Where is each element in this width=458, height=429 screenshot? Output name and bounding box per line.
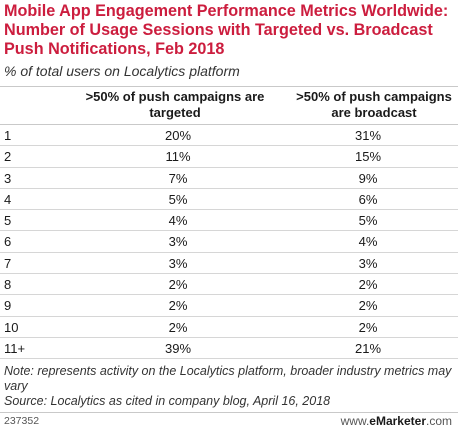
table-row: 6 3% 4%: [0, 231, 458, 253]
footnotes: Note: represents activity on the Localyt…: [4, 364, 456, 409]
table-row: 3 7% 9%: [0, 168, 458, 189]
note-text: Note: represents activity on the Localyt…: [4, 364, 452, 393]
table-row: 8 2% 2%: [0, 274, 458, 296]
targeted-value: 39%: [164, 340, 192, 356]
brand-name: eMarketer: [369, 414, 426, 428]
table-row: 4 5% 6%: [0, 189, 458, 211]
targeted-value: 2%: [168, 298, 188, 314]
broadcast-value: 4%: [358, 234, 378, 250]
table-body: 1 20% 31% 2 11% 15% 3 7% 9% 4 5% 6% 5 4% 5% 6 3% 4% 7 3% 3% 8…: [0, 125, 458, 360]
brand-prefix: www.: [340, 414, 370, 428]
targeted-value: 3%: [168, 255, 188, 271]
targeted-value: 7%: [168, 170, 188, 186]
brand-logo[interactable]: www.eMarketer.com: [341, 414, 452, 428]
broadcast-value: 15%: [354, 149, 382, 165]
chart-subtitle: % of total users on Localytics platform: [4, 63, 240, 79]
row-label: 8: [4, 277, 12, 293]
broadcast-value: 5%: [358, 213, 378, 229]
row-label: 3: [4, 170, 12, 186]
row-label: 4: [4, 191, 12, 207]
broadcast-value: 2%: [358, 277, 378, 293]
column-header-broadcast: >50% of push campaigns are broadcast: [296, 89, 452, 120]
source-text: Source: Localytics as cited in company b…: [4, 394, 331, 408]
table-row: 2 11% 15%: [0, 146, 458, 168]
chart-title: Mobile App Engagement Performance Metric…: [4, 2, 449, 58]
table-row: 11+ 39% 21%: [0, 338, 458, 360]
targeted-value: 3%: [168, 234, 188, 250]
targeted-value: 2%: [168, 319, 188, 335]
row-label: 1: [4, 128, 12, 143]
broadcast-value: 9%: [358, 170, 378, 186]
targeted-value: 2%: [168, 277, 188, 293]
broadcast-value: 6%: [358, 191, 378, 207]
row-label: 11+: [4, 340, 26, 356]
row-label: 2: [4, 149, 12, 165]
broadcast-value: 21%: [354, 340, 382, 356]
table-row: 7 3% 3%: [0, 253, 458, 275]
broadcast-value: 3%: [358, 255, 378, 271]
broadcast-value: 2%: [358, 319, 378, 335]
targeted-value: 20%: [164, 128, 192, 143]
table-row: 10 2% 2%: [0, 317, 458, 338]
column-header-targeted: >50% of push campaigns are targeted: [85, 89, 265, 120]
table-row: 1 20% 31%: [0, 125, 458, 147]
row-label: 7: [4, 255, 12, 271]
data-table: >50% of push campaigns are targeted >50%…: [0, 86, 458, 360]
table-row: 9 2% 2%: [0, 295, 458, 317]
table-header: >50% of push campaigns are targeted >50%…: [0, 86, 458, 125]
targeted-value: 4%: [168, 213, 188, 229]
row-label: 9: [4, 298, 12, 314]
row-label: 5: [4, 213, 12, 229]
targeted-value: 11%: [165, 149, 191, 165]
broadcast-value: 31%: [354, 128, 382, 143]
row-label: 6: [4, 234, 12, 250]
brand-suffix: .com: [425, 414, 452, 428]
targeted-value: 5%: [168, 191, 188, 207]
footer: 237352 www.eMarketer.com: [0, 412, 458, 429]
chart-id: 237352: [4, 415, 40, 427]
table-row: 5 4% 5%: [0, 210, 458, 232]
row-label: 10: [4, 319, 19, 335]
broadcast-value: 2%: [358, 298, 378, 314]
